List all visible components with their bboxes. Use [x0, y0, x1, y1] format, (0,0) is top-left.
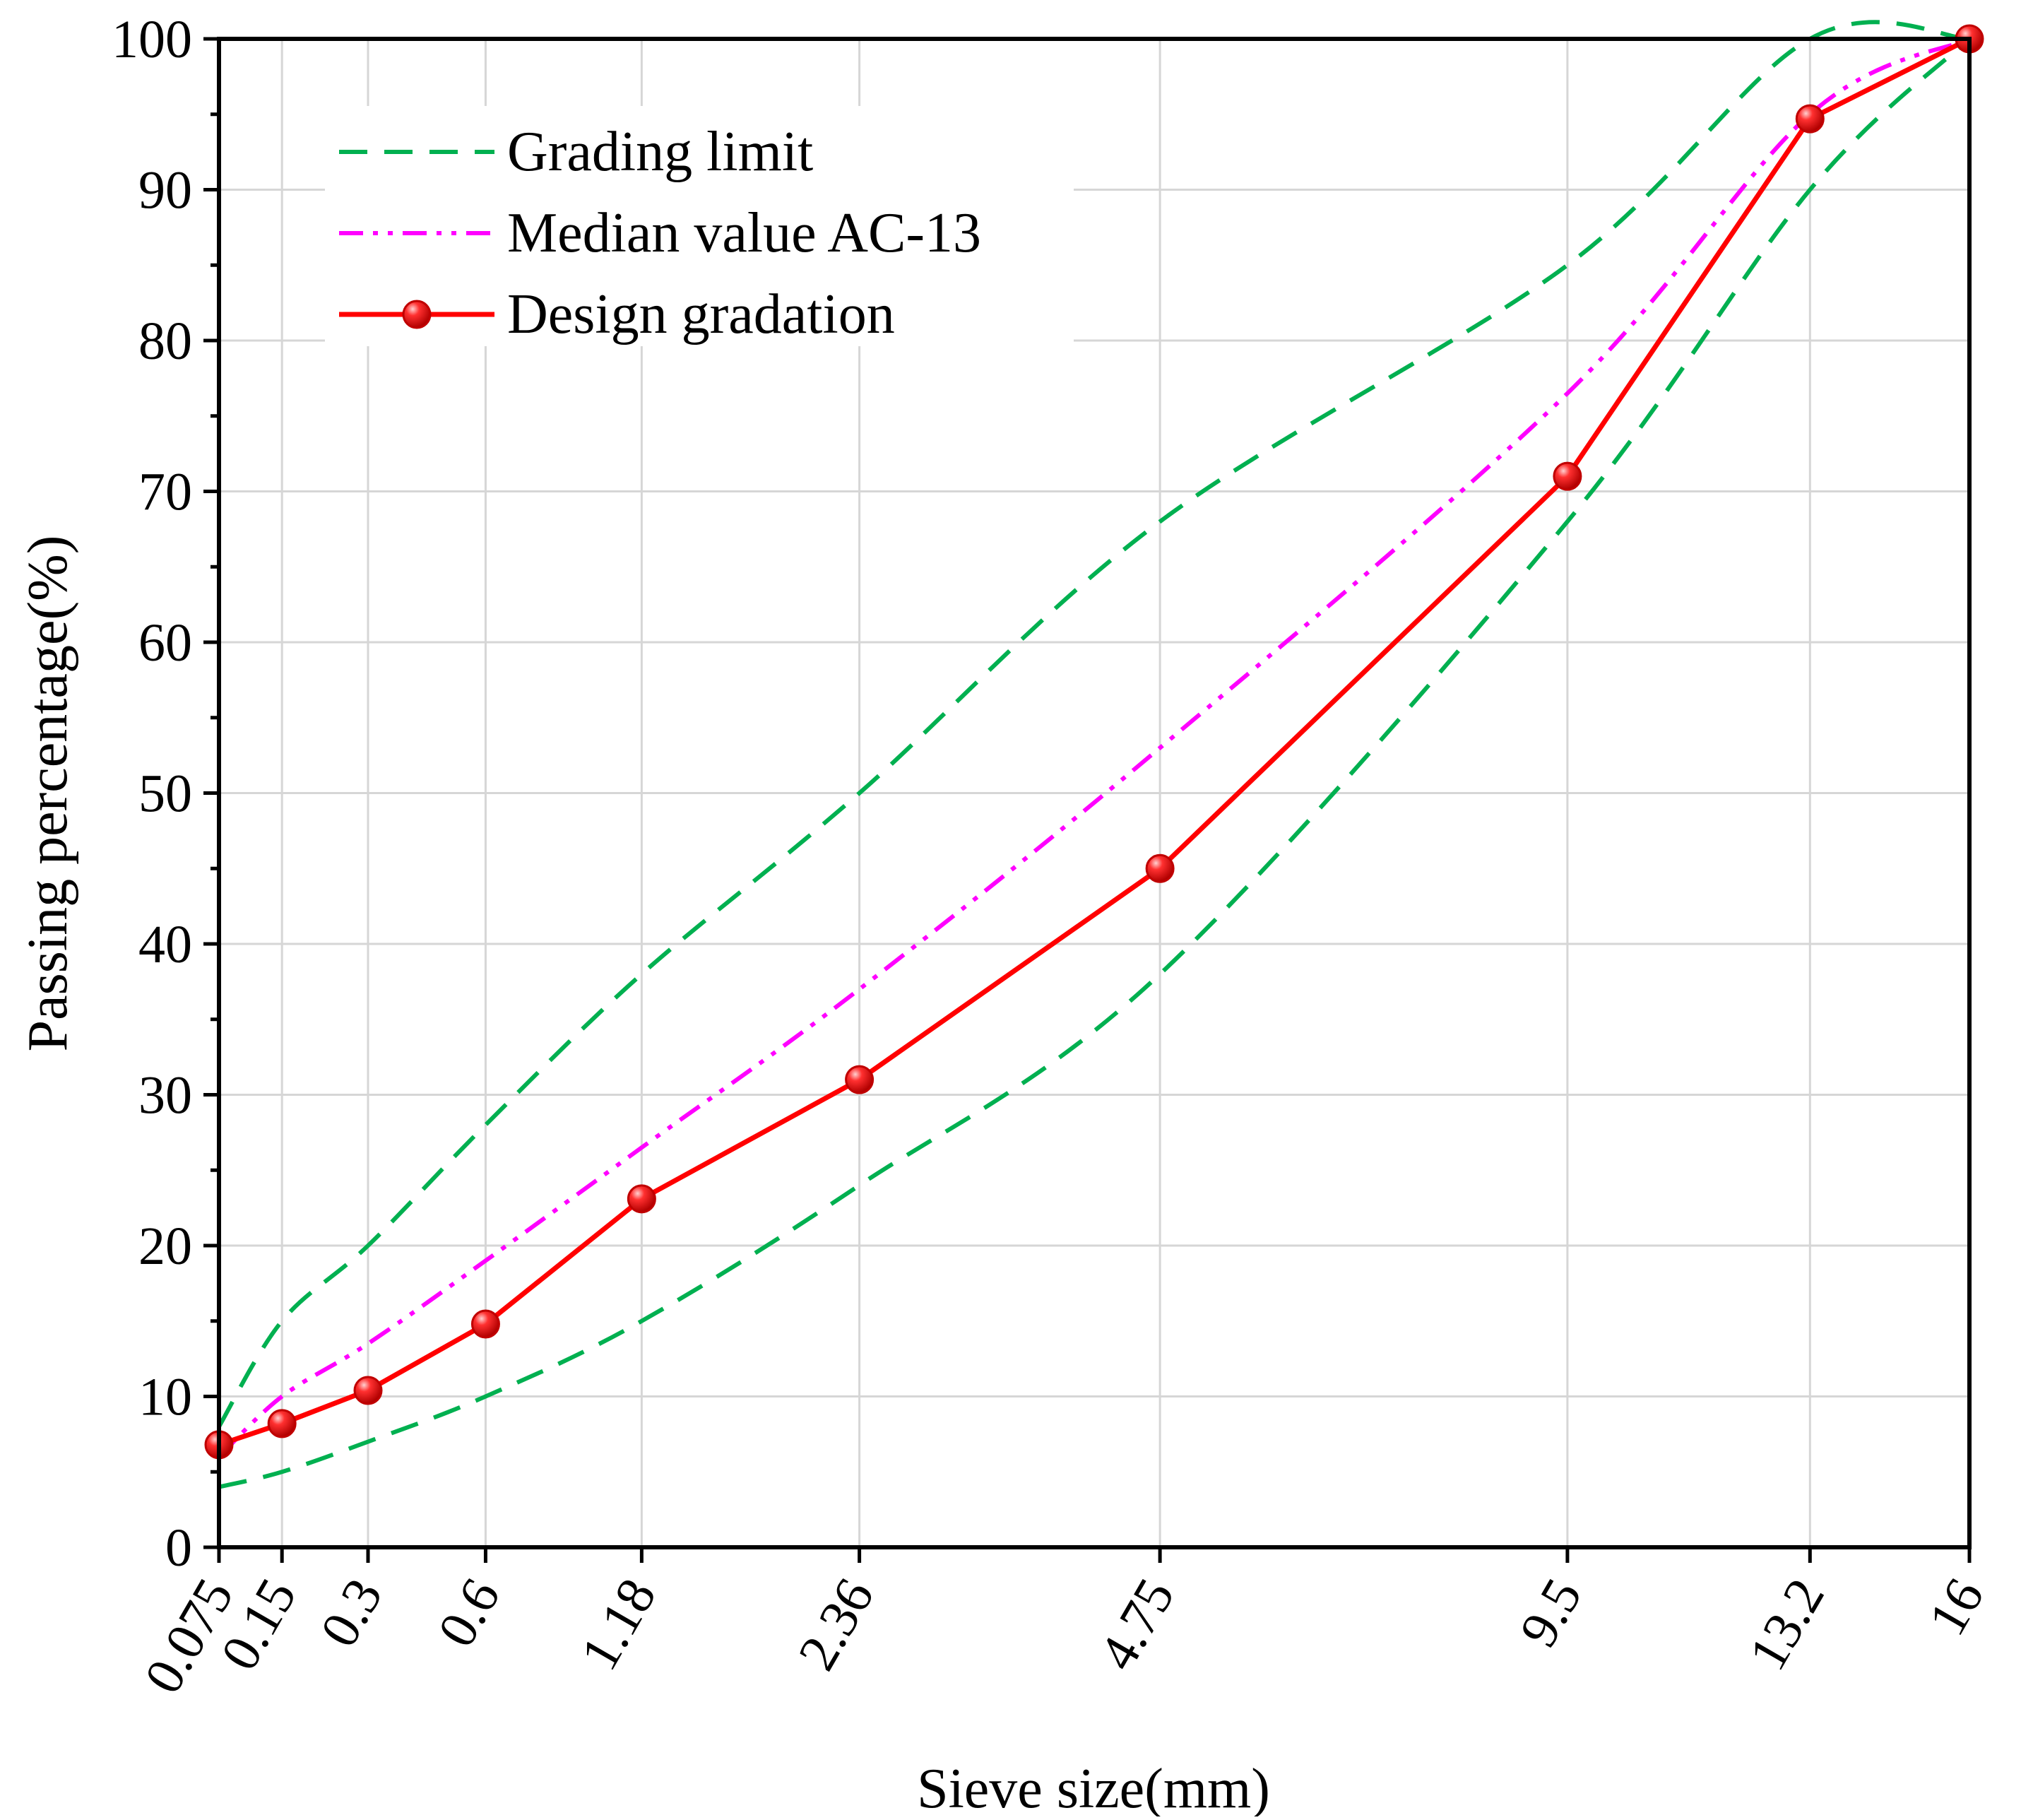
- legend-label-median-value-ac-13: Median value AC-13: [507, 202, 981, 264]
- y-tick-label-30: 30: [138, 1066, 192, 1125]
- x-tick-label-1.18: 1.18: [569, 1569, 668, 1680]
- y-tick-label-40: 40: [138, 915, 192, 974]
- x-tick-label-9.5: 9.5: [1508, 1569, 1593, 1657]
- series-line-design-gradation-line: [218, 36, 1971, 1448]
- data-point-9.5: [1553, 461, 1582, 491]
- legend: Grading limit Median value AC-13 Design gr…: [325, 106, 1074, 346]
- data-point-0.3: [353, 1376, 383, 1405]
- data-point-4.75: [1145, 853, 1175, 883]
- y-tick-label-60: 60: [138, 613, 192, 673]
- y-tick-label-80: 80: [138, 312, 192, 371]
- x-tick-label-0.3: 0.3: [309, 1569, 393, 1657]
- x-tick-label-16: 16: [1917, 1569, 1996, 1645]
- series-line-median-value-ac-13-line: [217, 37, 1971, 1459]
- y-tick-label-100: 100: [112, 10, 192, 69]
- series-line-grading-limit-upper: [217, 20, 1970, 1428]
- x-tick-label-0.6: 0.6: [427, 1569, 511, 1657]
- data-point-1.18: [627, 1184, 656, 1214]
- x-tick-label-0.15: 0.15: [210, 1569, 308, 1680]
- data-point-13.2: [1795, 104, 1825, 134]
- data-point-0.6: [470, 1309, 500, 1339]
- legend-label-design-gradation: Design gradation: [507, 283, 895, 345]
- y-axis-title: Passing percentage(%): [17, 536, 79, 1052]
- x-tick-label-2.36: 2.36: [787, 1569, 885, 1680]
- y-tick-label-70: 70: [138, 463, 192, 522]
- y-tick-label-10: 10: [138, 1368, 192, 1427]
- y-tick-label-0: 0: [165, 1518, 192, 1578]
- x-tick-label-13.2: 13.2: [1738, 1569, 1836, 1680]
- x-axis-title: Sieve size(mm): [917, 1758, 1270, 1816]
- y-tick-label-90: 90: [138, 161, 192, 220]
- series-layer: [204, 20, 1984, 1489]
- legend-background: [325, 106, 1074, 346]
- data-point-0.15: [267, 1409, 297, 1438]
- y-tick-label-50: 50: [138, 764, 192, 824]
- legend-marker-design-gradation: [402, 300, 432, 329]
- legend-label-grading-limit: Grading limit: [507, 121, 813, 183]
- y-tick-label-20: 20: [138, 1217, 192, 1276]
- x-tick-label-4.75: 4.75: [1088, 1569, 1186, 1680]
- data-point-2.36: [845, 1065, 875, 1094]
- series-line-grading-limit-lower: [218, 37, 1972, 1489]
